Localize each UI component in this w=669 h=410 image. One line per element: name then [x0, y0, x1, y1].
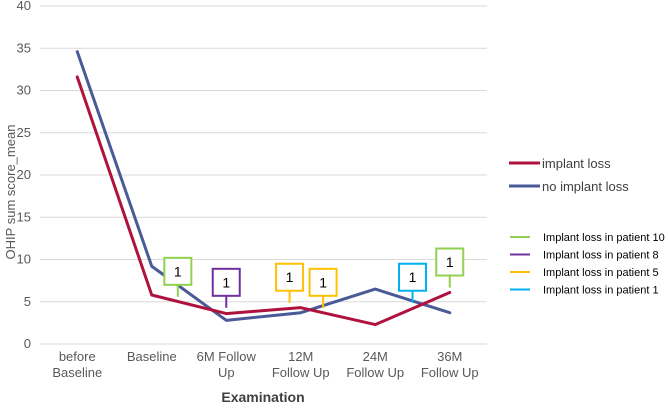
patient-callout: 1	[211, 267, 241, 308]
y-axis-label: OHIP sum score_mean	[3, 125, 18, 260]
patient-callout: 1	[308, 267, 338, 308]
patient-legend-entry: Implant loss in patient 5	[543, 267, 659, 279]
y-tick-label: 10	[17, 252, 31, 267]
y-tick-label: 0	[24, 336, 31, 351]
y-tick-label: 35	[17, 40, 31, 55]
x-axis-label: Examination	[221, 389, 304, 405]
x-tick-labels: before Baseline Baseline 6M Follow Up 12M Foll…	[52, 349, 478, 380]
callout-label: 1	[286, 269, 294, 285]
callout-box	[211, 267, 241, 297]
y-tick-label: 25	[17, 125, 31, 140]
series-line	[75, 75, 452, 327]
series-lines	[75, 50, 452, 327]
callout-label: 1	[409, 269, 417, 285]
patient-callouts: 1 1 1 1 1 1	[163, 247, 465, 308]
callout-label: 1	[174, 263, 182, 279]
x-tick-label: 24M Follow Up	[346, 349, 404, 380]
x-tick-label: 6M Follow Up	[197, 349, 257, 380]
patient-callout: 1	[163, 256, 193, 297]
y-tick-label: 20	[17, 167, 31, 182]
callout-box	[398, 262, 427, 292]
callout-label: 1	[222, 274, 230, 290]
y-tick-labels: 0 5 10 15 20 25 30 35 40	[17, 0, 31, 351]
gridlines	[40, 5, 487, 345]
patient-legend-entry: Implant loss in patient 10	[543, 232, 665, 244]
y-tick-label: 30	[17, 83, 31, 98]
callout-label: 1	[446, 254, 454, 270]
x-tick-label: 12M Follow Up	[272, 349, 330, 380]
series-line	[75, 50, 452, 322]
legend-entry: implant loss	[542, 156, 611, 171]
callout-box	[308, 267, 338, 297]
x-tick-label: Baseline	[127, 349, 177, 364]
patient-legend-entry: Implant loss in patient 1	[543, 285, 659, 297]
patient-legend: Implant loss in patient 10 Implant loss i…	[510, 232, 665, 297]
patient-callout: 1	[275, 262, 305, 303]
x-tick-label: 36M Follow Up	[421, 349, 479, 380]
legend-entry: no implant loss	[542, 179, 629, 194]
patient-callout: 1	[398, 262, 427, 303]
x-tick-label: before Baseline	[52, 349, 102, 380]
patient-callout: 1	[435, 247, 465, 288]
callout-label: 1	[319, 274, 327, 290]
y-tick-label: 15	[17, 209, 31, 224]
y-tick-label: 40	[17, 0, 31, 13]
series-legend: implant loss no implant loss	[509, 156, 629, 194]
y-tick-label: 5	[24, 294, 31, 309]
patient-legend-entry: Implant loss in patient 8	[543, 250, 659, 262]
